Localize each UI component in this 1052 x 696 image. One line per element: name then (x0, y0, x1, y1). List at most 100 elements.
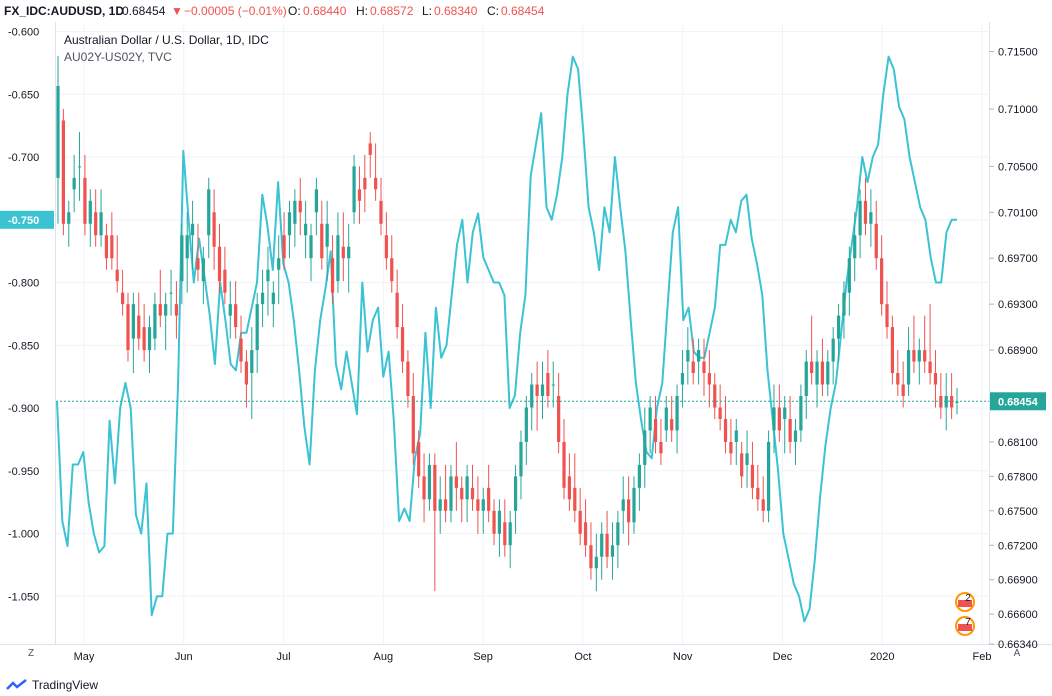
candle-body (476, 499, 480, 511)
candle-body (589, 545, 593, 569)
right-tick-label: 0.69700 (998, 253, 1038, 265)
candle-body (67, 212, 71, 224)
auto-scale-button[interactable]: A (1013, 648, 1021, 659)
candle-body (815, 361, 819, 385)
candle-body (880, 258, 884, 305)
candle-body (540, 384, 545, 396)
left-tick-label: -0.650 (8, 89, 39, 101)
candle-body (169, 292, 173, 294)
candle-body (347, 246, 351, 259)
left-price-axis[interactable]: -0.600 -0.650 -0.700 -0.750 -0.800 -0.850 -0.9… (0, 27, 54, 604)
candle-body (250, 350, 254, 374)
candle-body (465, 476, 469, 500)
left-tick-label: -0.950 (8, 466, 39, 478)
down-arrow-icon: ▼ (171, 4, 183, 18)
flag-icon (958, 624, 972, 631)
candle-body (411, 396, 415, 454)
x-tick-label: Sep (473, 651, 493, 663)
candle-body (497, 510, 502, 534)
candle-body (320, 223, 324, 259)
candle-body (750, 464, 755, 488)
candle-body (120, 292, 125, 305)
left-tick-label: -0.850 (8, 340, 39, 352)
candle-body (422, 476, 426, 500)
candle-body (158, 304, 162, 316)
candle-body (600, 533, 604, 557)
right-tick-label: 0.67500 (998, 506, 1038, 518)
candle-body (950, 396, 954, 408)
left-tick-label: -0.800 (8, 278, 39, 290)
tradingview-logo[interactable]: TradingView (6, 678, 98, 692)
open-label: O: (288, 4, 301, 18)
candle-body (653, 418, 658, 442)
candle-body (933, 373, 938, 385)
candle-body (637, 464, 642, 488)
candle-body (282, 235, 286, 259)
candle-body (632, 487, 636, 523)
candle-body (443, 499, 448, 511)
event-badge-count: 7 (965, 617, 971, 628)
price-chart[interactable]: -0.600 -0.650 -0.700 -0.750 -0.800 -0.850 -0.9… (0, 0, 1052, 670)
candle-body (126, 304, 130, 351)
candle-body (180, 235, 184, 282)
candle-body (643, 430, 647, 465)
candle-body (190, 223, 195, 236)
brand-label: TradingView (32, 678, 99, 692)
candle-body (255, 304, 259, 351)
candle-body (578, 510, 582, 534)
candle-body (583, 522, 588, 546)
candle-body (368, 143, 372, 155)
candle-body (740, 453, 744, 477)
candle-body (481, 499, 485, 511)
x-tick-label: Feb (973, 651, 992, 663)
candle-body (277, 258, 281, 270)
candle-body (83, 177, 87, 224)
candle-body (244, 361, 249, 385)
overlay-value-label-bg (0, 210, 54, 229)
candle-body (341, 246, 345, 259)
candle-body (201, 258, 205, 282)
candle-body (799, 396, 803, 431)
candle-body (266, 269, 270, 282)
time-axis[interactable]: May Jun Jul Aug Sep Oct Nov Dec 2020 Feb (74, 651, 992, 663)
event-badge-count: 2 (965, 593, 971, 604)
candle-body (594, 556, 598, 569)
legend-overlay-series[interactable]: AU02Y-US02Y, TVC (64, 50, 172, 64)
symbol-name[interactable]: FX_IDC:AUDUSD, 1D (4, 4, 125, 18)
high-label: H: (356, 4, 368, 18)
candle-body (508, 522, 512, 546)
symbol-header: FX_IDC:AUDUSD, 1D 0.68454 ▼ −0.00005 (−0… (0, 0, 1052, 22)
right-tick-label: 0.67800 (998, 471, 1038, 483)
candle-body (858, 200, 862, 236)
candle-body (234, 304, 238, 328)
axes-frame (0, 22, 1052, 645)
candle-body (212, 212, 216, 247)
candle-body (804, 361, 808, 396)
candle-body (530, 384, 534, 408)
candle-body (793, 430, 798, 442)
candle-body (621, 499, 625, 511)
candle-body (842, 292, 846, 316)
candle-body (88, 200, 92, 224)
right-price-axis[interactable]: 0.71500 0.71000 0.70500 0.70100 0.69700 0.693… (989, 47, 1046, 651)
candle-body (298, 200, 302, 213)
tradingview-icon (6, 679, 27, 690)
candle-body (820, 361, 825, 385)
zoom-button[interactable]: Z (27, 648, 35, 659)
candle-body (228, 304, 232, 316)
candle-body (718, 407, 722, 419)
candle-body (217, 246, 222, 282)
candle-body (546, 373, 550, 396)
candle-body (713, 384, 717, 408)
right-tick-label: 0.71500 (998, 47, 1038, 59)
candle-body (174, 304, 179, 316)
candle-body (702, 361, 706, 374)
event-badges[interactable]: 27 (955, 592, 975, 636)
candle-body (917, 350, 921, 362)
candle-body (325, 223, 329, 247)
candle-body (906, 350, 911, 385)
candle-body (131, 304, 135, 339)
candle-body (756, 487, 760, 500)
high-value: 0.68572 (370, 4, 414, 18)
legend-main-series[interactable]: Australian Dollar / U.S. Dollar, 1D, IDC (64, 33, 269, 47)
